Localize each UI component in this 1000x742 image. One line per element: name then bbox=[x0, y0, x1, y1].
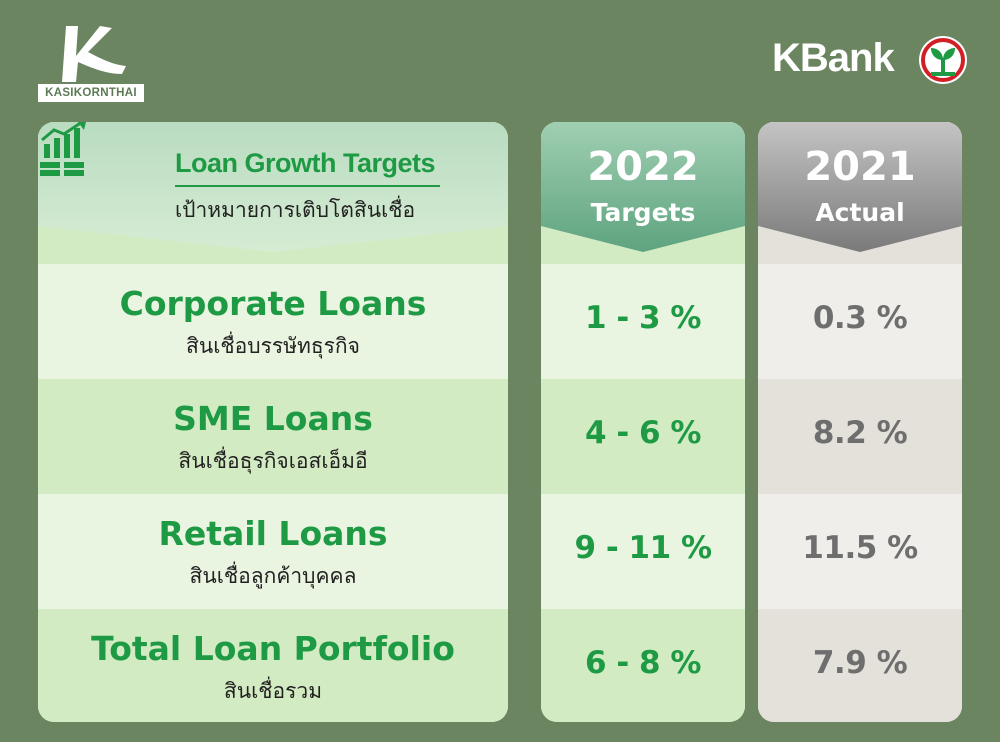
loan-type-label-thai: สินเชื่อรวม bbox=[223, 679, 323, 703]
row-sme-loans: SME Loans สินเชื่อธุรกิจเอสเอ็มอี bbox=[38, 379, 508, 494]
kasikorn-k-glyph-icon bbox=[62, 26, 126, 82]
loan-category-panel: Loan Growth Targets เป้าหมายการเติบโตสิน… bbox=[38, 122, 508, 722]
target-value: 6 - 8 % bbox=[585, 645, 701, 681]
target-value: 4 - 6 % bbox=[585, 415, 701, 451]
growth-chart-money-icon bbox=[40, 122, 86, 176]
column-label: Actual bbox=[815, 198, 905, 227]
column-label: Targets bbox=[590, 198, 696, 227]
targets-2022-panel: 2022 Targets 1 - 3 % 4 - 6 % 9 - 11 % 6 … bbox=[541, 122, 745, 722]
loan-type-label-thai: สินเชื่อลูกค้าบุคคล bbox=[189, 564, 357, 588]
loan-type-label-thai: สินเชื่อธุรกิจเอสเอ็มอี bbox=[178, 449, 368, 473]
actual-value: 0.3 % bbox=[812, 300, 908, 336]
loan-type-label: SME Loans bbox=[173, 399, 373, 438]
row-total-loan-portfolio: Total Loan Portfolio สินเชื่อรวม bbox=[38, 609, 508, 722]
page-subtitle: เป้าหมายการเติบโตสินเชื่อ bbox=[175, 198, 416, 222]
target-cell: 9 - 11 % bbox=[541, 494, 745, 609]
column-year: 2021 bbox=[804, 144, 916, 190]
kbank-leaf-badge-icon bbox=[919, 36, 967, 84]
target-value: 9 - 11 % bbox=[574, 530, 712, 566]
panel-header: Loan Growth Targets เป้าหมายการเติบโตสิน… bbox=[38, 122, 508, 264]
column-header-2021: 2021 Actual bbox=[758, 122, 962, 264]
column-year: 2022 bbox=[587, 144, 699, 190]
target-cell: 6 - 8 % bbox=[541, 609, 745, 722]
row-corporate-loans: Corporate Loans สินเชื่อบรรษัทธุรกิจ bbox=[38, 264, 508, 379]
target-cell: 4 - 6 % bbox=[541, 379, 745, 494]
loan-type-label: Retail Loans bbox=[158, 514, 388, 553]
target-value: 1 - 3 % bbox=[585, 300, 701, 336]
actual-value: 11.5 % bbox=[802, 530, 918, 566]
page-title: Loan Growth Targets bbox=[175, 148, 436, 178]
loan-type-label: Corporate Loans bbox=[119, 284, 427, 323]
row-retail-loans: Retail Loans สินเชื่อลูกค้าบุคคล bbox=[38, 494, 508, 609]
actual-value: 7.9 % bbox=[812, 645, 908, 681]
actual-cell: 11.5 % bbox=[758, 494, 962, 609]
actual-2021-panel: 2021 Actual 0.3 % 8.2 % 11.5 % 7.9 % bbox=[758, 122, 962, 722]
actual-cell: 0.3 % bbox=[758, 264, 962, 379]
loan-type-label: Total Loan Portfolio bbox=[91, 629, 455, 668]
actual-cell: 7.9 % bbox=[758, 609, 962, 722]
target-cell: 1 - 3 % bbox=[541, 264, 745, 379]
column-header-2022: 2022 Targets bbox=[541, 122, 745, 264]
actual-value: 8.2 % bbox=[812, 415, 908, 451]
kbank-logo: KBank bbox=[772, 34, 972, 90]
loan-type-label-thai: สินเชื่อบรรษัทธุรกิจ bbox=[186, 334, 360, 358]
kasikornthai-logo: KASIKORNTHAI bbox=[38, 22, 144, 106]
actual-cell: 8.2 % bbox=[758, 379, 962, 494]
title-divider bbox=[175, 185, 440, 187]
kasikornthai-wordmark: KASIKORNTHAI bbox=[38, 84, 144, 102]
kbank-wordmark: KBank bbox=[772, 36, 895, 80]
